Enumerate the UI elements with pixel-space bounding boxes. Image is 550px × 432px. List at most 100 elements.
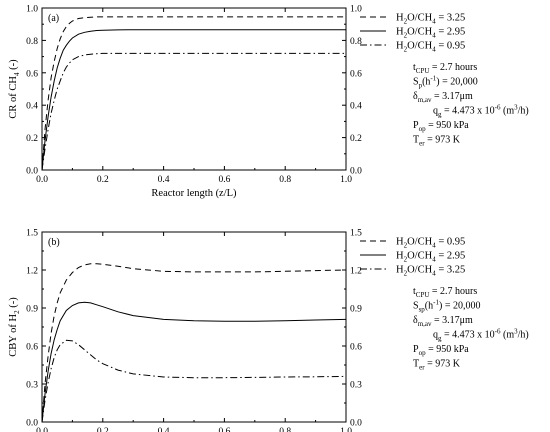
condition-text: S (413, 77, 419, 88)
legend-entry: H2O/CH4 = 2.95 (396, 27, 465, 40)
condition-sub: p (419, 82, 423, 90)
condition-text: (m (500, 106, 514, 117)
condition-text: = 4.473 x 10 (442, 330, 495, 341)
x-tick-label: 0.8 (279, 175, 291, 185)
condition-text: = 4.473 x 10 (442, 106, 495, 117)
condition-text: (h (422, 77, 430, 88)
y-axis-label: CR of CH4 (-) (8, 59, 21, 119)
series-line-dashed (42, 16, 346, 170)
condition-line: Ssp(h-1) = 20,000 (413, 299, 480, 314)
condition-text: = 3.17μm (432, 315, 474, 326)
x-tick-label: 0.0 (36, 175, 48, 185)
legend-text: = 0.95 (436, 237, 466, 248)
condition-line: Pop = 950 kPa (413, 344, 469, 357)
series-line-dashdot (42, 52, 346, 170)
legend-sub: 4 (432, 32, 436, 40)
condition-line: qg = 4.473 x 10-6 (m3/h) (433, 328, 529, 343)
legend-text: = 2.95 (436, 251, 466, 262)
condition-text: q (433, 106, 438, 117)
condition-sub: sp (419, 306, 426, 314)
legend-text: = 3.25 (436, 265, 466, 276)
condition-sub: er (419, 364, 425, 372)
y-axis-label: CBY of H2 (-) (8, 297, 21, 357)
x-tick-label: 0.6 (218, 427, 230, 432)
x-tick-label: 0.4 (158, 175, 170, 185)
y-tick-label-right: 0.0 (350, 419, 362, 429)
condition-text: /h) (518, 106, 529, 117)
condition-text: t (413, 62, 416, 73)
condition-text: = 2.7 hours (429, 62, 477, 73)
condition-line: Pop = 950 kPa (413, 120, 469, 133)
condition-text: t (413, 286, 416, 297)
condition-sub: CPU (416, 291, 430, 299)
x-tick-label: 0.6 (218, 175, 230, 185)
legend-text: H (396, 41, 404, 52)
plot-frame (41, 231, 347, 423)
condition-sup: 3 (514, 328, 518, 336)
condition-text: = 950 kPa (426, 344, 470, 355)
x-tick-label: 1.0 (340, 427, 352, 432)
legend-text: O/CH (407, 27, 433, 38)
x-axis-label: Reactor length (z/L) (151, 188, 237, 199)
x-tick-label: 0.2 (97, 427, 109, 432)
condition-line: tCPU = 2.7 hours (413, 286, 477, 299)
legend-text: = 2.95 (436, 27, 466, 38)
legend-text: O/CH (407, 265, 433, 276)
condition-text: (h (425, 301, 433, 312)
y-tick-label-right: 0.9 (350, 305, 362, 315)
legend-text: H (396, 265, 404, 276)
y-axis-label-tail: (-) (8, 297, 19, 311)
series-line-dashed (42, 263, 346, 422)
legend-sub: 2 (404, 256, 408, 264)
y-tick-label-right: 1.5 (350, 229, 362, 239)
legend-entry: H2O/CH4 = 3.25 (396, 13, 465, 26)
legend-text: H (396, 13, 404, 24)
y-tick-label: 0.8 (26, 37, 38, 47)
legend-text: O/CH (407, 13, 433, 24)
condition-text: = 2.7 hours (429, 286, 477, 297)
x-tick-label: 0.0 (36, 427, 48, 432)
condition-sup: -6 (495, 104, 501, 112)
panel-label: (b) (48, 237, 60, 248)
condition-text: = 3.17μm (432, 91, 474, 102)
y-tick-label: 0.6 (26, 343, 38, 353)
y-axis-label-main: CBY of H (8, 314, 19, 357)
y-axis-label-sub: 2 (13, 310, 21, 314)
y-tick-label-right: 0.6 (350, 343, 362, 353)
y-tick-label-right: 0.3 (350, 381, 362, 391)
legend-text: O/CH (407, 237, 433, 248)
y-tick-label: 0.9 (26, 305, 38, 315)
condition-text: (m (500, 330, 514, 341)
x-tick-label: 0.2 (97, 175, 109, 185)
condition-sub: op (419, 349, 427, 357)
legend-text: = 3.25 (436, 13, 466, 24)
condition-sup: -6 (495, 328, 501, 336)
chart-panel-a: 0.0 0.2 0.4 0.6 0.8 1.00.00.20.40.60.81.00.00… (8, 5, 529, 200)
y-tick-label: 0.2 (26, 134, 38, 144)
condition-text: ) = 20,000 (436, 77, 477, 88)
condition-sub: er (419, 140, 425, 148)
legend-text: H (396, 237, 404, 248)
legend-sub: 2 (404, 270, 408, 278)
legend-entry: H2O/CH4 = 0.95 (396, 41, 465, 54)
legend-sub: 4 (432, 242, 436, 250)
x-tick-label: 0.8 (279, 427, 291, 432)
legend-sub: 2 (404, 46, 408, 54)
condition-sup: -1 (430, 75, 436, 83)
condition-sub: m,av (418, 96, 432, 104)
plot-frame (41, 7, 347, 171)
y-tick-label: 1.2 (26, 267, 38, 277)
chart-panel-b: 0.0 0.2 0.4 0.6 0.8 1.00.00.30.60.91.21.50.00… (8, 229, 529, 432)
condition-text: q (433, 330, 438, 341)
condition-text: δ (413, 91, 418, 102)
legend-text: O/CH (407, 251, 433, 262)
legend-sub: 4 (432, 46, 436, 54)
y-tick-label-right: 0.0 (350, 167, 362, 177)
y-tick-label: 0.3 (26, 381, 38, 391)
y-tick-label-right: 0.8 (350, 37, 362, 47)
y-tick-label: 1.5 (26, 229, 38, 239)
condition-sub: g (438, 335, 442, 343)
condition-text: = 973 K (425, 135, 461, 146)
series-line-solid (42, 301, 346, 422)
